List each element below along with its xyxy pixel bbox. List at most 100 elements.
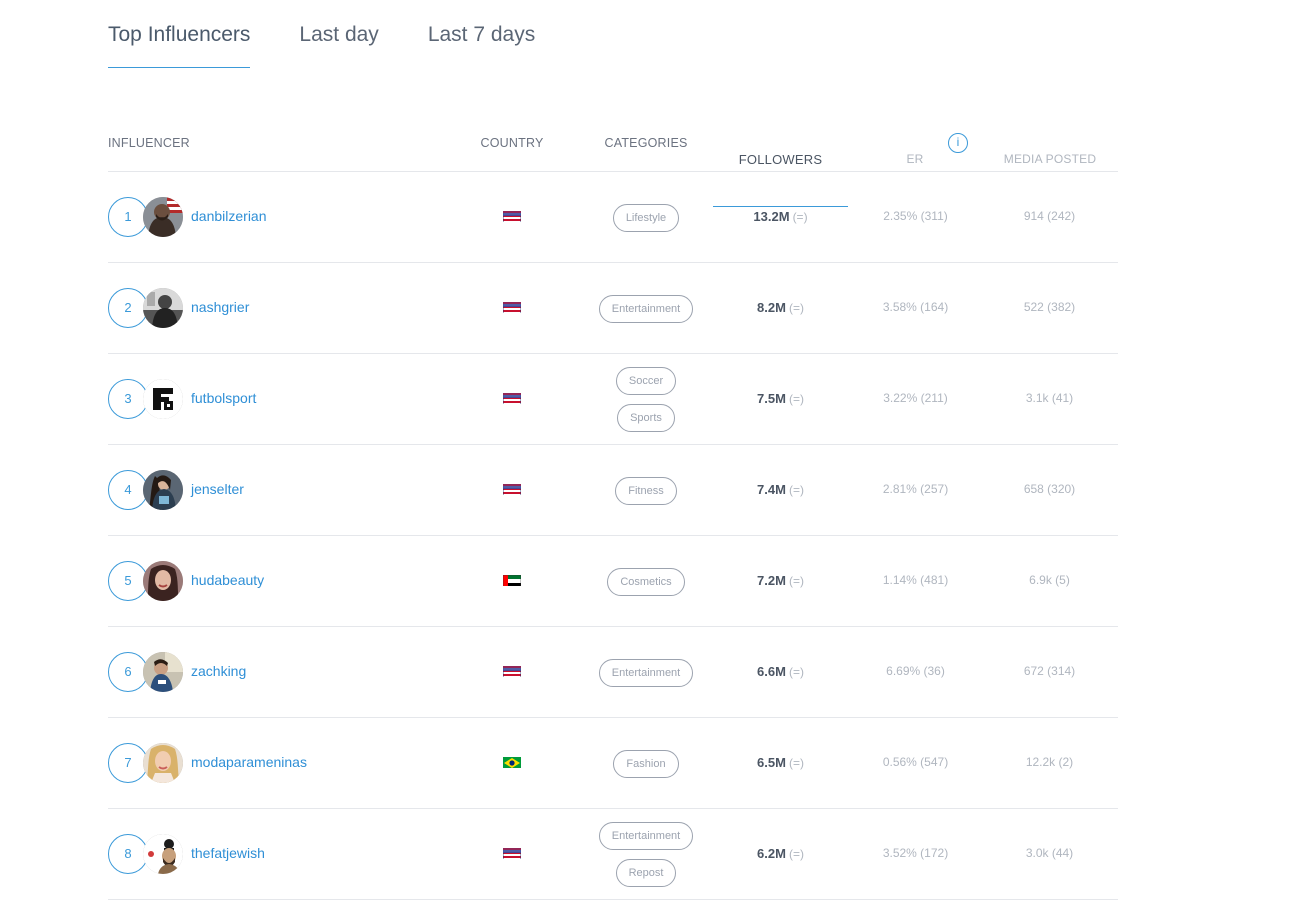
us-flag-icon (503, 301, 521, 313)
followers-count: 6.2M (757, 846, 786, 861)
category-pill[interactable]: Soccer (615, 367, 677, 395)
engagement-rate: 0.56% (547) (882, 755, 949, 769)
followers-change: (=) (788, 392, 804, 406)
category-pill[interactable]: Fashion (613, 749, 679, 778)
rank-badge: 4 (108, 470, 148, 510)
table-row: 1 danbilzerian Lifestyle 13.2M (=) 2.35% … (108, 172, 1118, 263)
followers-change: (=) (788, 574, 804, 588)
category-pill[interactable]: Sports (617, 404, 675, 432)
category-pill[interactable]: Entertainment (598, 294, 694, 323)
table-row: 5 hudabeauty Cosmetics 7.2M (=) 1.14% (48… (108, 536, 1118, 627)
followers-cell: 6.2M (=) (713, 809, 848, 900)
rank-badge: 5 (108, 561, 148, 601)
avatar[interactable] (143, 288, 183, 328)
categories-cell: Entertainment (578, 627, 714, 718)
avatar[interactable] (143, 379, 183, 419)
followers-cell: 8.2M (=) (713, 263, 848, 354)
brazil-flag-icon (503, 756, 521, 768)
categories-cell: Fitness (578, 445, 714, 536)
column-header-country: COUNTRY (480, 136, 544, 150)
avatar[interactable] (143, 743, 183, 783)
us-flag-icon (503, 483, 521, 495)
influencer-username-link[interactable]: modaparameninas (191, 754, 307, 770)
followers-cell: 6.6M (=) (713, 627, 848, 718)
followers-count: 6.6M (757, 664, 786, 679)
categories-cell: Entertainment Repost (578, 809, 714, 900)
categories-cell: Soccer Sports (578, 354, 714, 445)
category-pill[interactable]: Cosmetics (607, 567, 685, 596)
table-row: 6 zachking Entertainment 6.6M (=) 6.69% (… (108, 627, 1118, 718)
media-posted: 914 (242) (1023, 209, 1076, 223)
rank-badge: 6 (108, 652, 148, 692)
table-row: 8 thefatjewish Entertainment Repost 6.2M(… (108, 809, 1118, 900)
followers-change: (=) (788, 483, 804, 497)
influencer-username-link[interactable]: hudabeauty (191, 572, 265, 588)
engagement-rate: 1.14% (481) (882, 573, 949, 587)
media-posted: 522 (382) (1023, 300, 1076, 314)
categories-cell: Fashion (578, 718, 714, 809)
avatar[interactable] (143, 652, 183, 692)
avatar[interactable] (143, 834, 183, 874)
followers-cell: 7.5M (=) (713, 354, 848, 445)
table-body: 1 danbilzerian Lifestyle 13.2M (=) 2.35% … (108, 172, 1118, 900)
category-pill[interactable]: Entertainment (598, 658, 694, 687)
info-icon[interactable]: i (948, 133, 968, 153)
followers-count: 6.5M (757, 755, 786, 770)
category-pill[interactable]: Repost (615, 859, 677, 887)
followers-cell: 6.5M (=) (713, 718, 848, 809)
followers-change: (=) (788, 756, 804, 770)
table-header: INFLUENCER COUNTRY CATEGORIES FOLLOWERS … (108, 115, 1118, 207)
tab-last-7-days[interactable]: Last 7 days (427, 23, 536, 46)
uae-flag-icon (503, 574, 521, 586)
table-row: 7 modaparameninas Fashion 6.5M (=) 0.56% … (108, 718, 1118, 809)
media-posted: 672 (314) (1023, 664, 1076, 678)
media-posted: 12.2k (2) (1025, 755, 1074, 769)
influencer-username-link[interactable]: futbolsport (191, 390, 257, 406)
followers-cell: 7.2M (=) (713, 536, 848, 627)
influencer-username-link[interactable]: danbilzerian (191, 208, 267, 224)
followers-count: 8.2M (757, 300, 786, 315)
tab-top-influencers[interactable]: Top Influencers (108, 0, 251, 68)
media-posted: 3.0k (44) (1025, 846, 1074, 860)
column-header-media-posted[interactable]: MEDIA POSTED (1003, 152, 1097, 166)
influencer-username-link[interactable]: thefatjewish (191, 845, 265, 861)
influencer-username-link[interactable]: nashgrier (191, 299, 250, 315)
category-pill[interactable]: Fitness (615, 476, 677, 505)
avatar[interactable] (143, 197, 183, 237)
followers-cell: 13.2M (=) (713, 172, 848, 263)
rank-badge: 1 (108, 197, 148, 237)
categories-cell: Lifestyle (578, 172, 714, 263)
engagement-rate: 3.52% (172) (882, 846, 949, 860)
followers-change: (=) (788, 301, 804, 315)
column-header-influencer: INFLUENCER (108, 136, 190, 150)
followers-change: (=) (788, 847, 804, 861)
us-flag-icon (503, 392, 521, 404)
category-pill[interactable]: Entertainment (598, 822, 694, 850)
tab-last-day[interactable]: Last day (299, 23, 379, 46)
table-row: 3 futbolsport Soccer Sports 7.5M (=) 3.22%… (108, 354, 1118, 445)
media-posted: 6.9k (5) (1029, 573, 1070, 587)
category-pill[interactable]: Lifestyle (612, 203, 680, 232)
influencer-username-link[interactable]: zachking (191, 663, 247, 679)
column-header-followers[interactable]: FOLLOWERS (713, 115, 848, 207)
table-row: 4 jenselter Fitness 7.4M (=) 2.81% (257) … (108, 445, 1118, 536)
avatar[interactable] (143, 470, 183, 510)
engagement-rate: 3.22% (211) (883, 391, 948, 405)
engagement-rate: 2.35% (311) (883, 209, 948, 223)
categories-cell: Entertainment (578, 263, 714, 354)
avatar[interactable] (143, 561, 183, 601)
rank-badge: 3 (108, 379, 148, 419)
engagement-rate: 3.58% (164) (882, 300, 949, 314)
followers-change: (=) (792, 210, 808, 224)
categories-cell: Cosmetics (578, 536, 714, 627)
influencer-username-link[interactable]: jenselter (191, 481, 244, 497)
engagement-rate: 2.81% (257) (882, 482, 949, 496)
followers-count: 7.4M (757, 482, 786, 497)
engagement-rate: 6.69% (36) (886, 664, 945, 678)
us-flag-icon (503, 210, 521, 222)
rank-badge: 7 (108, 743, 148, 783)
column-header-categories: CATEGORIES (604, 136, 688, 150)
column-header-er[interactable]: ER (906, 152, 924, 166)
rank-badge: 2 (108, 288, 148, 328)
followers-count: 7.2M (757, 573, 786, 588)
